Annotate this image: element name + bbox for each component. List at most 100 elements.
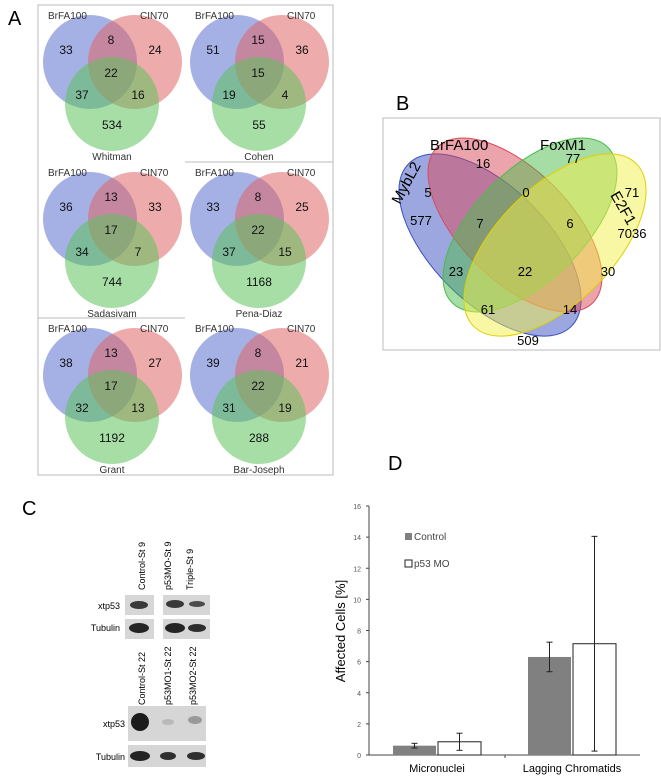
legend-label: p53 MO xyxy=(414,559,450,570)
set-label-brfa100: BrFA100 xyxy=(430,137,488,154)
set-label-cin70: CIN70 xyxy=(287,168,316,179)
row-label-xtp53: xtp53 xyxy=(98,601,120,611)
venn-diagram: BrFA100 CIN70 Bar-Joseph 39 8 21 22 31 19 288 xyxy=(190,324,329,476)
region-count: 21 xyxy=(295,356,309,370)
bar-control xyxy=(393,745,436,755)
bar-control xyxy=(528,656,571,755)
region-count: 7036 xyxy=(618,226,647,241)
region-count: 288 xyxy=(249,431,269,445)
dataset-label: Bar-Joseph xyxy=(233,465,284,476)
set-label-brfa100: BrFA100 xyxy=(195,324,234,335)
region-count: 22 xyxy=(251,223,265,237)
set-label-foxm1: FoxM1 xyxy=(540,137,586,154)
protein-band xyxy=(130,751,150,761)
region-count: 27 xyxy=(148,356,162,370)
dataset-label: Cohen xyxy=(244,152,273,163)
region-count: 13 xyxy=(104,190,118,204)
panel-c-blots: Control-St 9 p53MO-St 9 Triple-St 9 Control… xyxy=(91,541,210,767)
region-count: 8 xyxy=(108,33,115,47)
region-count: 22 xyxy=(251,379,265,393)
region-count: 19 xyxy=(278,401,292,415)
region-count: 16 xyxy=(476,156,490,171)
lane-label: p53MO1-St 22 xyxy=(163,646,173,705)
panel-label-d: D xyxy=(388,453,402,475)
region-count: 15 xyxy=(278,245,292,259)
region-count: 577 xyxy=(410,213,432,228)
lane-label: Control-St 22 xyxy=(137,652,147,705)
protein-band xyxy=(187,752,205,760)
region-count: 0 xyxy=(522,185,529,200)
y-tick-label: 14 xyxy=(353,535,361,542)
protein-band xyxy=(166,600,184,608)
region-count: 16 xyxy=(131,88,145,102)
region-count: 15 xyxy=(251,33,265,47)
y-tick-label: 2 xyxy=(357,722,361,729)
venn-diagram: BrFA100 CIN70 Whitman 33 8 24 22 37 16 534 xyxy=(43,11,182,163)
set-label-brfa100: BrFA100 xyxy=(48,168,87,179)
y-tick-label: 12 xyxy=(353,566,361,573)
set-circle-dataset xyxy=(212,214,306,308)
venn-diagram: BrFA100 CIN70 Sadasivam 36 13 33 17 34 7 744 xyxy=(43,168,182,320)
protein-band xyxy=(130,601,148,609)
region-count: 38 xyxy=(59,356,73,370)
set-label-brfa100: BrFA100 xyxy=(48,324,87,335)
set-ellipse-e2f1 xyxy=(463,153,647,337)
protein-band xyxy=(131,713,149,731)
panel-a-frame xyxy=(37,4,334,476)
region-count: 5 xyxy=(424,185,431,200)
venn-diagram: BrFA100 CIN70 Cohen 51 15 36 15 19 4 55 xyxy=(190,11,329,163)
panel-label-a: A xyxy=(8,8,22,30)
region-count: 34 xyxy=(75,245,89,259)
region-count: 33 xyxy=(59,43,73,57)
legend-swatch xyxy=(405,533,412,540)
protein-band xyxy=(165,623,185,633)
set-label-cin70: CIN70 xyxy=(287,324,316,335)
region-count: 7 xyxy=(135,245,142,259)
region-count: 37 xyxy=(75,88,89,102)
venn-diagram: BrFA100 CIN70 Pena-Diaz 33 8 25 22 37 15 1168 xyxy=(190,168,329,320)
panel-b-frame xyxy=(382,117,661,351)
venn-diagram: BrFA100 CIN70 Grant 38 13 27 17 32 13 1192 xyxy=(43,324,182,476)
set-circle-dataset xyxy=(65,214,159,308)
region-count: 8 xyxy=(255,346,262,360)
region-count: 33 xyxy=(148,200,162,214)
region-count: 22 xyxy=(104,66,118,80)
region-count: 13 xyxy=(104,346,118,360)
region-count: 8 xyxy=(255,190,262,204)
x-category-label: Lagging Chromatids xyxy=(523,763,622,775)
panel-d-bar-chart: 0 2 4 6 8 10 12 14 16 Affected Cells [%] Micronucl… xyxy=(333,504,640,775)
region-count: 31 xyxy=(222,401,236,415)
y-tick-label: 6 xyxy=(357,660,361,667)
region-count: 37 xyxy=(222,245,236,259)
protein-band xyxy=(189,601,205,607)
protein-band xyxy=(160,752,176,760)
dataset-label: Whitman xyxy=(92,152,131,163)
region-count: 744 xyxy=(102,275,122,289)
y-tick-label: 8 xyxy=(357,629,361,636)
region-count: 17 xyxy=(104,223,118,237)
region-count: 13 xyxy=(131,401,145,415)
panel-label-c: C xyxy=(22,498,36,520)
legend-swatch xyxy=(404,559,413,568)
region-count: 7 xyxy=(476,216,483,231)
region-count: 32 xyxy=(75,401,89,415)
lane-label: p53MO2-St 22 xyxy=(188,646,198,705)
region-count: 534 xyxy=(102,118,122,132)
region-count: 71 xyxy=(625,185,639,200)
row-label-tubulin: Tubulin xyxy=(91,623,120,633)
set-circle-dataset xyxy=(65,370,159,464)
set-label-cin70: CIN70 xyxy=(140,11,169,22)
y-tick-label: 10 xyxy=(353,597,361,604)
set-circle-dataset xyxy=(65,57,159,151)
region-count: 23 xyxy=(449,264,463,279)
panel-label-b: B xyxy=(396,93,409,115)
region-count: 36 xyxy=(59,200,73,214)
protein-band xyxy=(188,624,206,632)
set-label-cin70: CIN70 xyxy=(140,168,169,179)
dataset-label: Pena-Diaz xyxy=(236,309,283,320)
y-tick-label: 4 xyxy=(357,691,361,698)
